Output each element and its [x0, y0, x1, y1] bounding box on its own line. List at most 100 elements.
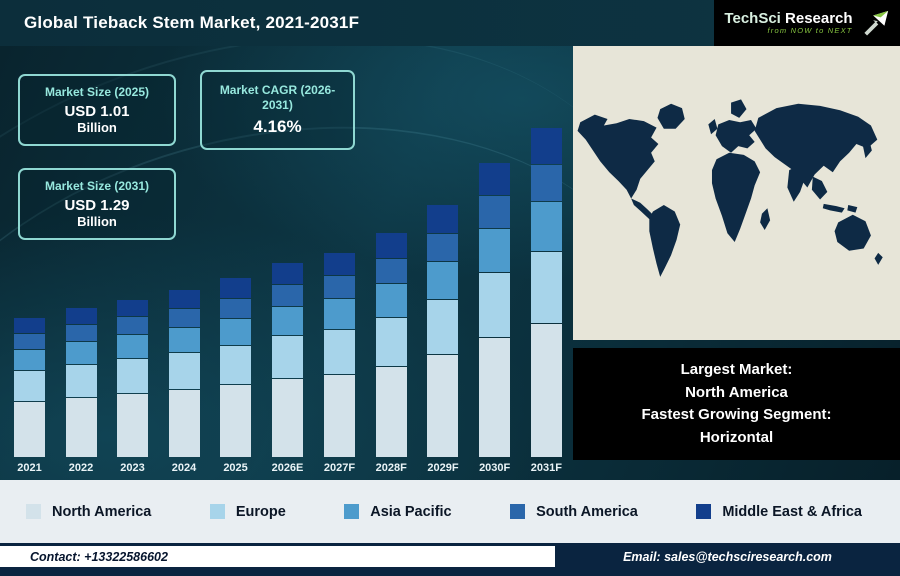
bar-2024: 2024 [168, 290, 200, 480]
segment-europe [65, 365, 97, 397]
segment-south-america [14, 334, 45, 349]
legend-swatch [209, 504, 225, 519]
legend-swatch [26, 504, 41, 519]
segment-europe [168, 353, 200, 389]
bar-2021: 2021 [14, 318, 45, 480]
segment-asia-pacific [65, 342, 97, 364]
info-box-value: USD 1.01 [64, 103, 130, 120]
logo-brand: TechSci Research [724, 10, 852, 27]
market-size-2025-box: Market Size (2025) USD 1.01 Billion [18, 74, 176, 146]
world-map [573, 46, 900, 340]
segment-middle-east-africa [479, 163, 511, 195]
segment-europe [220, 346, 252, 384]
segment-europe [479, 273, 511, 337]
segment-south-america [168, 309, 200, 327]
x-axis-label: 2026E [271, 462, 304, 474]
segment-asia-pacific [168, 328, 200, 352]
bar-stack [427, 205, 459, 457]
bar-2031f: 2031F [531, 128, 562, 480]
title-bar: Global Tieback Stem Market, 2021-2031F T… [0, 0, 900, 46]
segment-europe [14, 371, 45, 401]
segment-asia-pacific [271, 307, 303, 335]
segment-south-america [375, 259, 407, 283]
info-box-label: Market Size (2031) [44, 179, 150, 193]
market-highlights-box: Largest Market: North America Fastest Gr… [573, 348, 900, 460]
bar-2030f: 2030F [479, 163, 510, 480]
x-axis-label: 2030F [479, 462, 511, 474]
chart-legend: North America Europe Asia Pacific South Ame… [0, 480, 900, 543]
segment-north-america [220, 385, 252, 457]
segment-middle-east-africa [14, 318, 45, 333]
bar-2028f: 2028F [376, 233, 407, 480]
email-info: Email: sales@techsciresearch.com [555, 546, 900, 567]
segment-south-america [479, 196, 511, 228]
segment-europe [271, 336, 303, 378]
footer: Contact: +13322586602 Email: sales@techs… [0, 543, 900, 576]
legend-label: Middle East & Africa [722, 503, 862, 520]
segment-north-america [530, 324, 562, 457]
segment-north-america [324, 375, 355, 457]
segment-south-america [220, 299, 252, 318]
segment-middle-east-africa [324, 253, 355, 275]
techsci-logo: TechSci Research from NOW to NEXT [714, 0, 900, 46]
bar-2026e: 2026E [271, 263, 304, 480]
bar-stack [324, 253, 355, 457]
info-box-value: 4.16% [253, 117, 302, 136]
x-axis-label: 2027F [323, 462, 356, 474]
legend-label: South America [536, 503, 638, 520]
segment-north-america [375, 367, 407, 457]
segment-asia-pacific [375, 284, 407, 317]
footer-strip: Contact: +13322586602 Email: sales@techs… [0, 546, 900, 567]
segment-north-america [65, 398, 97, 457]
main-area: Market Size (2025) USD 1.01 Billion Mark… [0, 46, 900, 480]
legend-swatch [510, 504, 526, 519]
logo-brand-primary: TechSci [724, 10, 781, 28]
bar-stack [117, 300, 149, 457]
world-map-svg [577, 99, 883, 277]
segment-europe [427, 300, 459, 354]
info-box-unit: Billion [77, 214, 117, 229]
logo-arrow-icon [863, 10, 888, 36]
segment-europe [375, 318, 407, 366]
highlight-line: North America [685, 383, 788, 401]
segment-middle-east-africa [117, 300, 149, 316]
market-size-2031-box: Market Size (2031) USD 1.29 Billion [18, 168, 176, 240]
logo-text: TechSci Research from NOW to NEXT [724, 10, 852, 36]
segment-asia-pacific [427, 262, 459, 299]
segment-north-america [14, 402, 45, 457]
x-axis-label: 2024 [171, 462, 197, 474]
segment-south-america [271, 285, 303, 306]
bar-stack [65, 308, 97, 457]
bar-chart: 2021 2022 2023 2024 2025 2026E 2027F 2028F 2029F… [14, 128, 562, 480]
info-box-value: USD 1.29 [64, 197, 130, 214]
segment-middle-east-africa [168, 290, 200, 308]
segment-middle-east-africa [271, 263, 303, 284]
segment-middle-east-africa [65, 308, 97, 324]
x-axis-label: 2025 [223, 462, 248, 474]
segment-europe [324, 330, 355, 374]
segment-europe [117, 359, 149, 393]
segment-north-america [479, 338, 511, 457]
segment-south-america [324, 276, 355, 298]
legend-item-south-america: South America [510, 504, 638, 520]
highlight-line: Fastest Growing Segment: [641, 406, 832, 423]
legend-item-asia-pacific: Asia Pacific [344, 504, 452, 520]
bar-stack [271, 263, 303, 457]
segment-north-america [271, 379, 303, 457]
segment-asia-pacific [14, 350, 45, 370]
footer-bottom-rule [0, 567, 900, 576]
bar-2023: 2023 [117, 300, 149, 480]
contact-info: Contact: +13322586602 [0, 546, 555, 567]
legend-item-north-america: North America [26, 504, 151, 520]
segment-europe [530, 252, 562, 323]
info-box-label: Market Size (2025) [44, 85, 150, 99]
highlight-line: Largest Market: [680, 361, 793, 378]
segment-south-america [117, 317, 149, 334]
bar-2029f: 2029F [427, 205, 459, 480]
segment-middle-east-africa [530, 128, 562, 164]
segment-asia-pacific [324, 299, 355, 329]
legend-item-europe: Europe [209, 504, 286, 520]
x-axis-label: 2029F [427, 462, 459, 474]
logo-brand-secondary: Research [785, 10, 853, 28]
